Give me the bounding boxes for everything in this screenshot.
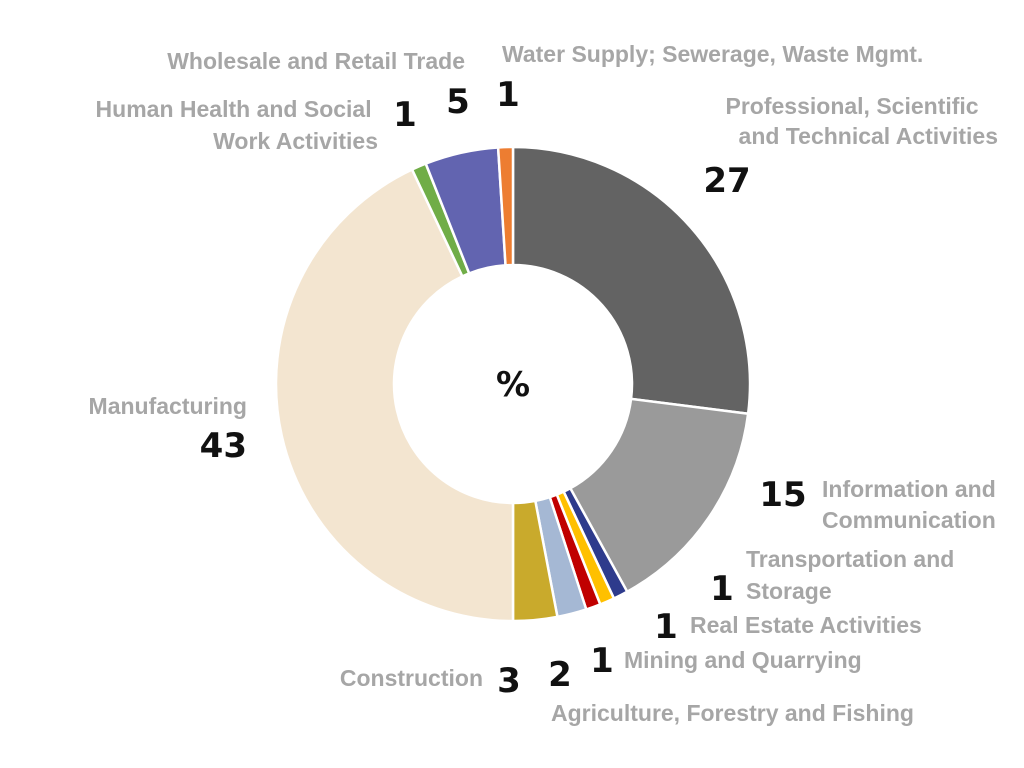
- slice-label-transportation: Transportation and Storage: [746, 546, 961, 604]
- center-label: %: [496, 365, 530, 405]
- slice-value-wholesale: 5: [446, 82, 470, 122]
- slice-label-human-health: Human Health and Social Work Activities: [96, 96, 378, 154]
- slice-value-information: 15: [759, 475, 806, 515]
- slice-label-line: Storage: [746, 578, 832, 604]
- slice-label-line: and Technical Activities: [739, 123, 998, 149]
- slice-label-line: Human Health and Social: [96, 96, 372, 122]
- slice-value-manufacturing: 43: [200, 426, 247, 466]
- slice-label-manufacturing: Manufacturing: [89, 393, 247, 419]
- slice-value-professional: 27: [703, 161, 750, 201]
- slice-label-line: Transportation and: [746, 546, 954, 572]
- slice-label-real-estate: Real Estate Activities: [690, 612, 922, 638]
- slice-value-construction: 3: [497, 661, 521, 701]
- donut-slice-1: [568, 397, 750, 594]
- slice-label-line: Work Activities: [213, 128, 378, 154]
- slice-label-information: Information and Communication: [822, 476, 1002, 533]
- slice-value-real-estate: 1: [654, 607, 678, 647]
- slice-value-human-health: 1: [393, 95, 417, 135]
- slice-value-transportation: 1: [710, 569, 734, 609]
- slice-label-mining: Mining and Quarrying: [624, 647, 862, 673]
- slice-label-line: Information and: [822, 476, 996, 502]
- donut-slices: [274, 145, 752, 623]
- slice-value-agriculture: 2: [548, 655, 572, 695]
- donut-slice-7: [274, 167, 515, 623]
- slice-label-professional: Professional, Scientific and Technical A…: [726, 93, 998, 149]
- slice-label-wholesale: Wholesale and Retail Trade: [167, 48, 465, 74]
- donut-slice-0: [511, 145, 752, 416]
- slice-label-water-supply: Water Supply; Sewerage, Waste Mgmt.: [502, 41, 923, 67]
- slice-value-mining: 1: [590, 641, 614, 681]
- slice-label-line: Professional, Scientific: [726, 93, 979, 119]
- slice-value-water-supply: 1: [496, 75, 520, 115]
- slice-label-line: Communication: [822, 507, 996, 533]
- slice-label-agriculture: Agriculture, Forestry and Fishing: [551, 700, 914, 726]
- donut-slice-10: [496, 145, 515, 267]
- slice-label-construction: Construction: [340, 665, 483, 691]
